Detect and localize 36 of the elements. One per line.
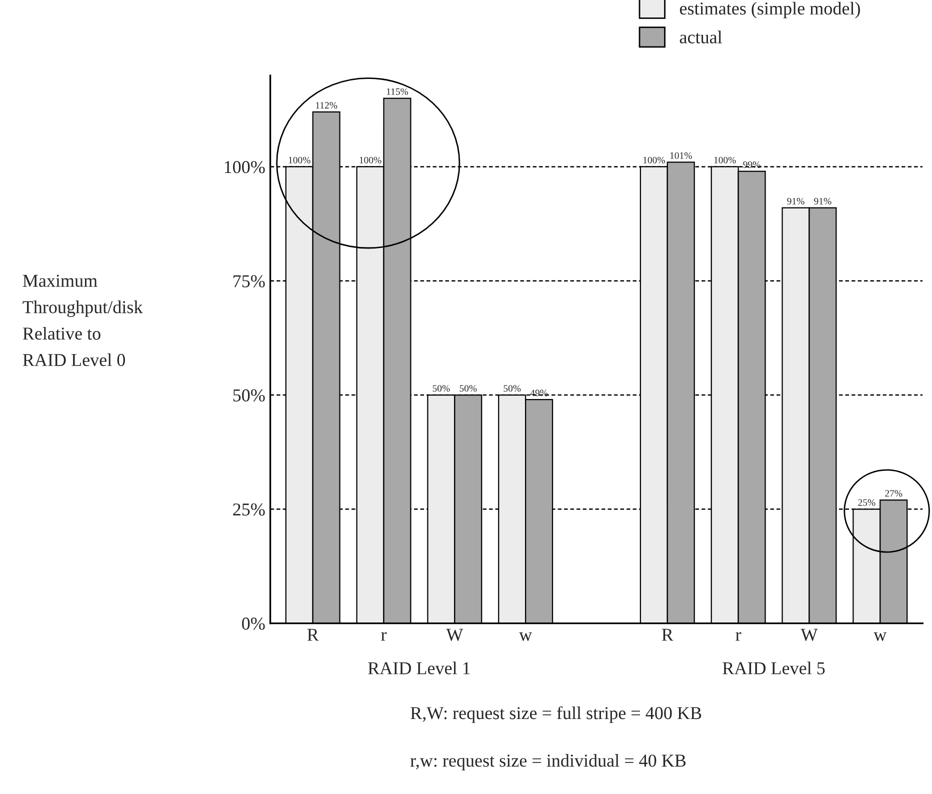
data-label: 50% [432, 385, 450, 392]
text: RAID Level 5 [722, 662, 825, 674]
text: r,w: request size = individual = 40 KB [410, 754, 686, 770]
y-tick-label: 0% [242, 618, 265, 630]
data-label: 91% [814, 198, 832, 204]
y-tick-label: 25% [233, 503, 265, 516]
y-tick-label: 75% [234, 275, 265, 288]
text: R,W: request size = full stripe = 400 KB [410, 706, 702, 723]
y-tick-label: 50% [233, 389, 265, 402]
data-label: 25% [858, 499, 876, 506]
data-label: 100% [714, 156, 736, 164]
x-tick-label: r [736, 632, 742, 641]
data-label: 91% [787, 198, 804, 204]
legend-label: actual [680, 30, 722, 44]
data-label: 100% [288, 156, 310, 164]
data-label: 50% [460, 385, 477, 392]
data-label: 101% [670, 152, 692, 159]
data-label: 100% [643, 156, 665, 164]
data-label: 99% [743, 161, 760, 168]
text: RAID Level 1 [368, 662, 470, 674]
data-label: 27% [885, 490, 902, 497]
x-tick-label: R [307, 628, 319, 641]
data-label: 50% [504, 385, 521, 392]
x-tick-label: W [446, 628, 464, 641]
y-axis-title: Maximum Throughput/disk Relative to RAID Level 0 [22, 274, 143, 366]
x-tick-label: w [519, 632, 532, 641]
x-tick-label: r [381, 632, 387, 641]
legend-label: estimates (simple model) [680, 2, 860, 18]
data-label: 115% [386, 88, 408, 95]
data-label: 100% [360, 156, 382, 164]
x-tick-label: R [662, 628, 674, 641]
y-tick-label: 100% [224, 160, 265, 174]
x-tick-label: w [874, 632, 887, 641]
data-label: 49% [530, 390, 548, 396]
data-label: 112% [316, 102, 338, 109]
x-tick-label: W [800, 628, 818, 641]
